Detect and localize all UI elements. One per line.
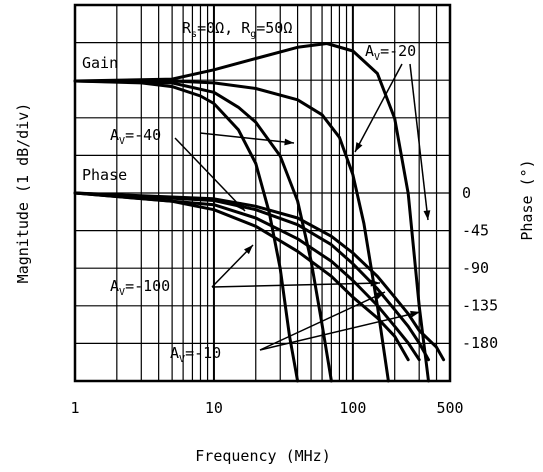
phase-tick-label: -180 [462, 334, 498, 352]
x-tick-label: 500 [436, 399, 463, 417]
annotation-av-m20: AV=-20 [365, 42, 416, 63]
annotation-arrow-head [284, 138, 294, 146]
annotation-arrow-line [259, 291, 386, 351]
phase-tick-labels: 0 -45 -90 -135 -180 [462, 184, 498, 352]
phase-tick-label: -135 [462, 297, 498, 315]
x-tick-labels: 1 10 100 500 [70, 399, 463, 417]
phase-label: Phase [82, 166, 127, 184]
annotation-av-m10: AV=-10 [170, 344, 221, 365]
phase-tick-label: 0 [462, 184, 471, 202]
phase-curve-av-40 [73, 191, 421, 362]
annotation-arrow-line [199, 132, 295, 144]
gain-curve-av-100 [73, 79, 300, 383]
y-axis-title-right: Phase (°) [518, 159, 536, 240]
annotation-av-m100: AV=-100 [110, 277, 170, 298]
x-tick-label: 1 [70, 399, 79, 417]
annotation-arrow-head [423, 210, 431, 220]
condition-label: Rs=0Ω, Rg=50Ω [182, 19, 292, 40]
annotation-arrow-head [243, 245, 253, 255]
gain-curve-av-10 [73, 42, 430, 383]
annotation-arrow-head [410, 310, 420, 318]
annotation-arrow-line [259, 311, 421, 351]
curves [73, 42, 446, 383]
x-tick-label: 100 [339, 399, 366, 417]
annotation-arrows [174, 63, 431, 351]
annotation-arrow-line [354, 63, 403, 153]
x-axis-title: Frequency (MHz) [195, 447, 330, 465]
phase-curve-av-100 [73, 191, 410, 362]
annotation-arrow-line [409, 63, 429, 221]
gain-curve-av-40 [73, 79, 333, 383]
annotation-arrow-head [355, 142, 363, 152]
y-axis-title-left: Magnitude (1 dB/div) [14, 103, 32, 284]
x-tick-label: 10 [205, 399, 223, 417]
annotation-arrow-head [370, 279, 380, 287]
gain-curve-av-20 [73, 79, 390, 383]
plot-frame [73, 3, 452, 383]
annotation-arrow-line [211, 282, 381, 288]
phase-tick-label: -45 [462, 222, 489, 240]
gain-label: Gain [82, 54, 118, 72]
annotation-arrow-line [211, 244, 254, 288]
annotation-arrow-head [236, 201, 245, 211]
phase-curve-av-10 [73, 191, 446, 362]
annotation-av-m40: AV=-40 [110, 126, 161, 147]
annotation-arrow-head [375, 292, 385, 300]
annotation-arrow-line [174, 137, 246, 212]
phase-tick-label: -90 [462, 259, 489, 277]
